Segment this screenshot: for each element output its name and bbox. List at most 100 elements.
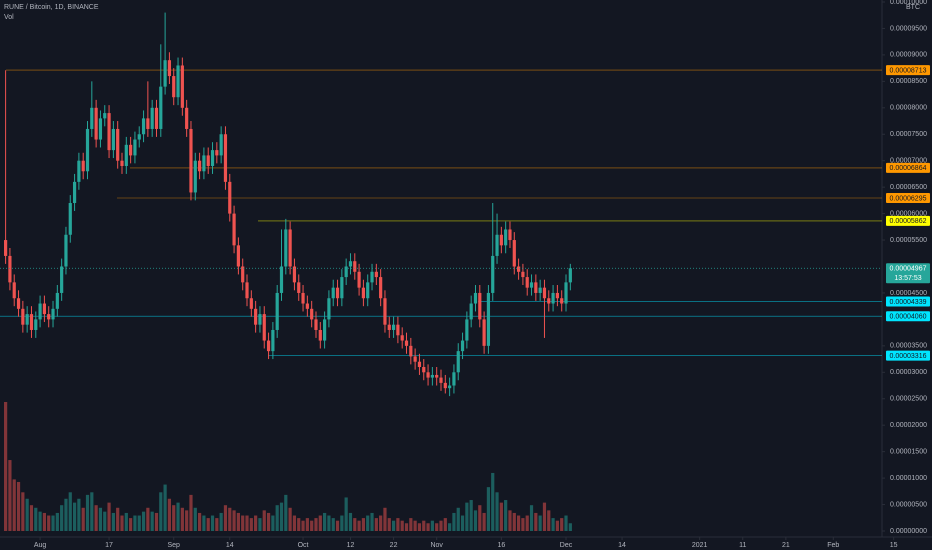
candle-body bbox=[154, 107, 159, 129]
volume-bar bbox=[288, 507, 292, 531]
price-line-tag-label: 0.00008713 bbox=[890, 67, 927, 74]
candle-body bbox=[400, 335, 404, 341]
candle-body bbox=[38, 303, 42, 320]
y-tick-label: 0.00004500 bbox=[890, 290, 927, 297]
candle-body bbox=[391, 324, 396, 330]
volume-bar bbox=[435, 523, 439, 531]
countdown-label: 13:57:53 bbox=[894, 275, 921, 282]
volume-bar bbox=[491, 472, 495, 531]
candle-body bbox=[77, 160, 81, 182]
candle-body bbox=[357, 271, 361, 288]
volume-bar bbox=[219, 512, 223, 531]
candle-body bbox=[55, 292, 59, 309]
volume-bar bbox=[16, 481, 21, 531]
volume-bar bbox=[460, 515, 465, 531]
volume-bar bbox=[516, 515, 521, 531]
volume-bar bbox=[107, 502, 111, 531]
candle-body bbox=[318, 329, 322, 341]
candle-body bbox=[141, 118, 146, 135]
candle-body bbox=[525, 277, 529, 288]
candle-body bbox=[197, 160, 202, 172]
candle-body bbox=[542, 287, 547, 299]
volume-bar bbox=[103, 511, 107, 531]
volume-bar bbox=[193, 507, 197, 531]
volume-bar bbox=[292, 515, 297, 531]
x-tick-label: 2021 bbox=[692, 542, 708, 549]
volume-bar bbox=[555, 520, 559, 531]
volume-bar bbox=[228, 507, 232, 531]
volume-bar bbox=[163, 484, 167, 531]
candle-body bbox=[547, 298, 551, 304]
x-tick-label: 12 bbox=[347, 542, 355, 549]
candle-body bbox=[137, 134, 141, 140]
candle-body bbox=[236, 245, 240, 267]
candle-body bbox=[111, 128, 115, 151]
candle-body bbox=[521, 271, 525, 278]
candle-body bbox=[379, 277, 383, 299]
candle-body bbox=[568, 268, 572, 283]
candle-body bbox=[560, 298, 564, 304]
volume-bar bbox=[202, 515, 206, 531]
candle-body bbox=[366, 282, 370, 299]
candle-body bbox=[288, 229, 292, 267]
candle-body bbox=[210, 150, 215, 166]
candle-body bbox=[249, 298, 253, 309]
volume-bar bbox=[353, 518, 357, 531]
candle-body bbox=[460, 340, 465, 352]
volume-bar bbox=[452, 512, 456, 531]
volume-bar bbox=[64, 498, 68, 531]
volume-bar bbox=[167, 498, 172, 531]
y-tick-label: 0.00002500 bbox=[890, 396, 927, 403]
y-tick-label: 0.00003500 bbox=[890, 343, 927, 350]
x-tick-label: 16 bbox=[497, 542, 505, 549]
candle-body bbox=[72, 181, 77, 204]
volume-bar bbox=[478, 505, 482, 531]
volume-bar bbox=[146, 507, 150, 531]
volume-bar bbox=[560, 518, 564, 531]
volume-bar bbox=[387, 518, 391, 531]
candle-body bbox=[473, 292, 478, 304]
last-price-tag bbox=[886, 263, 930, 284]
price-line-tag-label: 0.00005862 bbox=[890, 218, 927, 225]
volume-bar bbox=[547, 510, 551, 531]
x-tick-label: 11 bbox=[739, 542, 746, 549]
y-tick-label: 0.00006000 bbox=[890, 210, 927, 217]
candle-body bbox=[538, 287, 542, 293]
candle-body bbox=[529, 282, 534, 288]
candle-body bbox=[491, 255, 495, 293]
candle-body bbox=[413, 356, 417, 362]
candle-body bbox=[90, 107, 94, 129]
volume-bar bbox=[275, 505, 279, 531]
volume-bar bbox=[327, 515, 331, 531]
price-line-tag bbox=[886, 311, 930, 322]
volume-bar bbox=[340, 515, 344, 531]
candle-body bbox=[129, 144, 133, 156]
volume-bar bbox=[38, 511, 42, 531]
volume-bar bbox=[512, 512, 516, 531]
volume-bar bbox=[413, 520, 417, 531]
volume-bar bbox=[551, 518, 555, 531]
volume-bar bbox=[409, 518, 413, 531]
x-tick-label: 14 bbox=[618, 542, 626, 549]
volume-bar bbox=[366, 515, 370, 531]
candle-body bbox=[228, 181, 232, 214]
volume-bar bbox=[271, 515, 275, 531]
price-line-tag bbox=[886, 192, 930, 203]
candle-body bbox=[163, 60, 167, 87]
volume-bar bbox=[310, 520, 314, 531]
volume-bar bbox=[159, 492, 163, 531]
volume-bar bbox=[241, 515, 245, 531]
candle-body bbox=[133, 139, 137, 156]
volume-bar bbox=[383, 507, 387, 531]
volume-bar bbox=[25, 498, 29, 531]
volume-bar bbox=[396, 518, 400, 531]
volume-bar bbox=[348, 512, 353, 531]
volume-bar bbox=[344, 497, 348, 531]
price-line-tag bbox=[886, 350, 930, 361]
volume-bar bbox=[266, 512, 271, 531]
volume-bar bbox=[525, 515, 529, 531]
x-tick-label: Oct bbox=[298, 542, 309, 549]
y-tick-label: 0.00002000 bbox=[890, 422, 927, 429]
volume-bar bbox=[305, 518, 309, 531]
